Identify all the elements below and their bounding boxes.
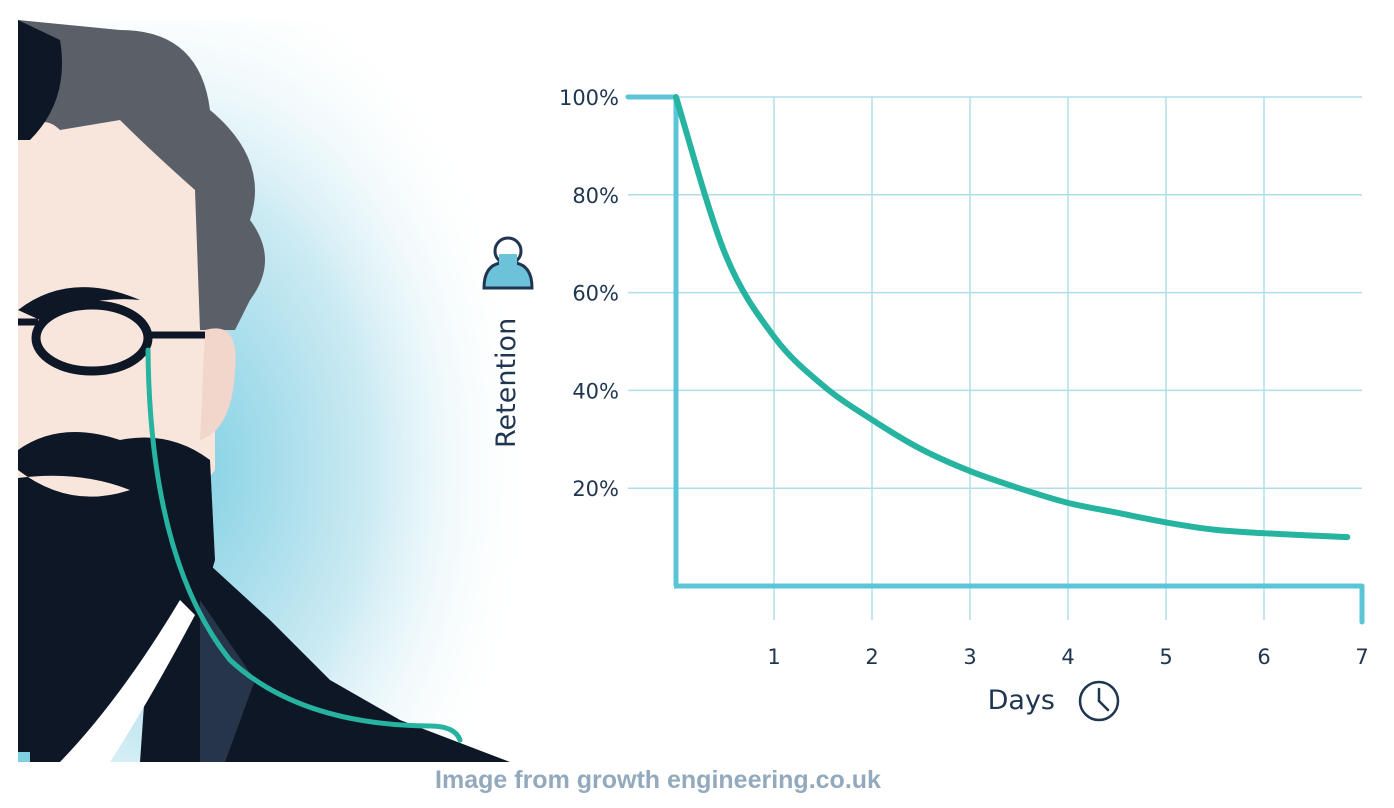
y-tick-label-40: 40%	[572, 379, 619, 403]
clock-icon	[1078, 680, 1120, 722]
x-tick-label-4: 4	[1061, 645, 1074, 669]
y-tick-label-100: 100%	[559, 86, 619, 110]
hair-dark	[18, 20, 62, 140]
mouth	[18, 470, 130, 497]
y-tick-label-20: 20%	[572, 477, 619, 501]
x-tick-label-2: 2	[865, 645, 878, 669]
x-tick-label-6: 6	[1257, 645, 1270, 669]
y-tick-label-60: 60%	[572, 282, 619, 306]
portrait-illustration	[18, 20, 510, 762]
x-tick-label-1: 1	[767, 645, 780, 669]
image-credit: Image from growth engineering.co.uk	[435, 766, 881, 794]
x-tick-label-7: 7	[1355, 645, 1368, 669]
y-tick-label-80: 80%	[572, 184, 619, 208]
ear	[200, 328, 236, 440]
chart-grid	[628, 96, 1362, 620]
chart-tick-labels: 1 2 3 4 5 6 7 20% 40% 60% 80% 100%	[559, 86, 1369, 669]
person-icon	[482, 236, 534, 290]
x-tick-label-3: 3	[963, 645, 976, 669]
y-axis-label: Retention	[491, 318, 522, 448]
glasses-string	[145, 347, 463, 743]
x-axis-label: Days	[988, 685, 1055, 716]
bottom-accent	[18, 752, 30, 762]
x-tick-label-5: 5	[1159, 645, 1172, 669]
hair	[18, 20, 265, 330]
shirt-collar	[60, 600, 195, 762]
chart-series	[673, 94, 1351, 541]
chart-axes	[625, 94, 1365, 625]
retention-curve	[673, 94, 1351, 541]
